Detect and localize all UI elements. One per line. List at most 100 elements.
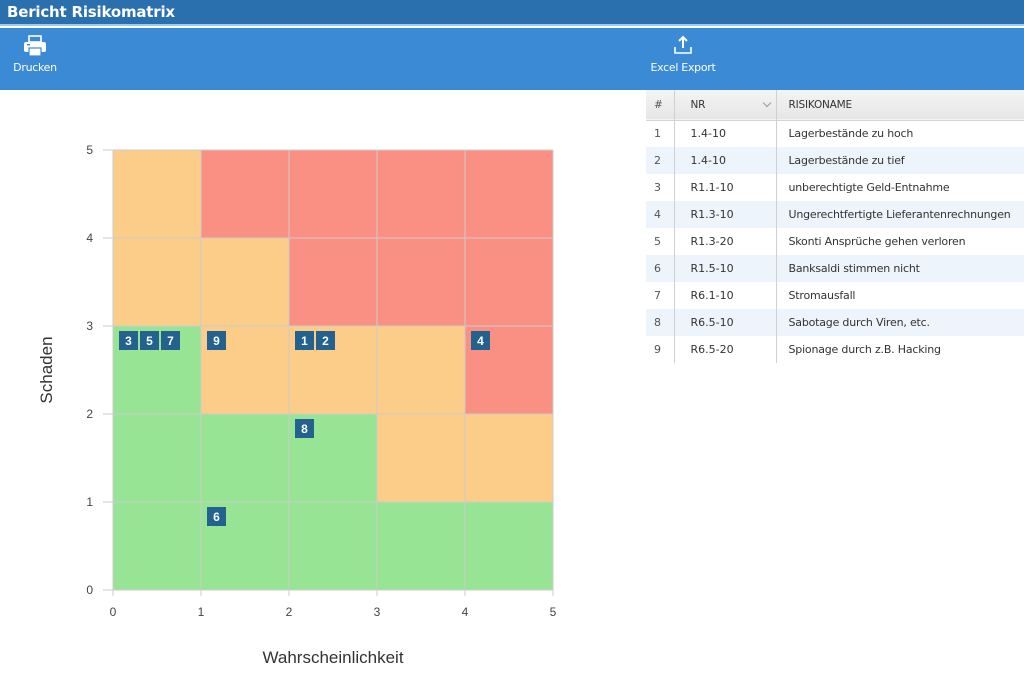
row-nr: R6.5-20 [673, 336, 776, 363]
risk-marker[interactable]: 3 [119, 331, 138, 350]
y-tick-label: 0 [86, 583, 93, 597]
risk-marker-label: 1 [301, 334, 308, 348]
matrix-cell-high [201, 150, 289, 238]
table-row[interactable]: 5 R1.3-20 Skonti Ansprüche gehen verloren [646, 228, 1024, 255]
risk-marker[interactable]: 6 [207, 507, 226, 526]
risk-marker-box[interactable] [316, 331, 335, 350]
row-index: 1 [654, 127, 661, 141]
table-row[interactable]: 1 1.4-10 Lagerbestände zu hoch [646, 120, 1024, 147]
risk-marker-box[interactable] [140, 331, 159, 350]
excel-export-button[interactable]: Excel Export [645, 28, 721, 90]
row-risikoname: Lagerbestände zu hoch [775, 120, 1024, 147]
row-index: 4 [654, 208, 661, 221]
x-tick-label: 2 [286, 605, 293, 619]
risk-marker[interactable]: 8 [295, 419, 314, 438]
table-row[interactable]: 9 R6.5-20 Spionage durch z.B. Hacking [646, 336, 1024, 363]
x-tick-label: 1 [198, 605, 205, 619]
table-row[interactable]: 8 R6.5-10 Sabotage durch Viren, etc. [646, 309, 1024, 336]
risk-marker-box[interactable] [119, 331, 138, 350]
x-tick-label: 3 [374, 605, 381, 619]
matrix-cell-high [377, 150, 465, 238]
matrix-cell-medium [113, 238, 201, 326]
upload-icon [674, 35, 692, 54]
row-risikoname: Spionage durch z.B. Hacking [775, 336, 1024, 363]
risk-marker[interactable]: 5 [140, 331, 159, 350]
matrix-cell-high [289, 238, 377, 326]
row-index: 7 [654, 289, 661, 302]
risk-marker[interactable]: 9 [207, 331, 226, 350]
matrix-cell-high [289, 150, 377, 238]
risk-marker[interactable]: 1 [295, 331, 314, 350]
matrix-cell-medium [201, 238, 289, 326]
column-header-risikoname[interactable]: RISIKONAME [775, 90, 1024, 120]
matrix-cell-medium [377, 414, 465, 502]
print-button[interactable]: Drucken [12, 28, 58, 90]
row-index: 2 [654, 154, 661, 167]
excel-export-label: Excel Export [650, 61, 716, 74]
risk-marker-box[interactable] [161, 331, 180, 350]
x-tick-label: 4 [462, 605, 469, 619]
risk-marker-label: 7 [167, 334, 174, 348]
window-title: Bericht Risikomatrix [7, 3, 175, 21]
risk-marker-box[interactable] [295, 419, 314, 438]
y-tick-label: 1 [86, 495, 93, 509]
risk-marker-label: 6 [213, 510, 220, 524]
risk-marker-box[interactable] [471, 331, 490, 350]
row-risikoname: Banksaldi stimmen nicht [775, 255, 1024, 282]
table-header-row: # NR RISIKONAME [646, 90, 1024, 120]
risk-marker-label: 9 [213, 334, 220, 348]
risk-marker-label: 8 [301, 422, 308, 436]
column-header-nr[interactable]: NR [673, 90, 776, 120]
table-row[interactable]: 2 1.4-10 Lagerbestände zu tief [646, 147, 1024, 174]
chevron-down-icon[interactable] [762, 98, 771, 108]
risk-marker-box[interactable] [207, 507, 226, 526]
row-index: 6 [654, 262, 661, 275]
column-header-nr-label: NR [690, 98, 706, 111]
matrix-cell-medium [113, 150, 201, 238]
row-index: 3 [654, 181, 661, 194]
risk-marker[interactable]: 7 [161, 331, 180, 350]
row-risikoname: Stromausfall [775, 282, 1024, 309]
risk-marker-label: 3 [125, 334, 132, 348]
table-row[interactable]: 4 R1.3-10 Ungerechtfertigte Lieferantenrec… [646, 201, 1024, 228]
risk-marker-label: 4 [477, 334, 484, 348]
row-risikoname: unberechtigte Geld-Entnahme [775, 174, 1024, 201]
risk-marker-box[interactable] [295, 331, 314, 350]
y-axis-title: Schaden [37, 336, 56, 403]
matrix-cell-low [113, 502, 201, 590]
printer-icon [24, 35, 46, 57]
table-row[interactable]: 6 R1.5-10 Banksaldi stimmen nicht [646, 255, 1024, 282]
matrix-cell-medium [377, 326, 465, 414]
table-row[interactable]: 3 R1.1-10 unberechtigte Geld-Entnahme [646, 174, 1024, 201]
row-risikoname: Lagerbestände zu tief [775, 147, 1024, 174]
matrix-cell-medium [465, 414, 553, 502]
row-nr: R6.5-10 [673, 309, 776, 336]
risk-marker-box[interactable] [207, 331, 226, 350]
matrix-cell-low [289, 502, 377, 590]
column-header-index[interactable]: # [654, 98, 663, 111]
risk-table: # NR RISIKONAME 1 1.4-10 Lagerbestände zu … [646, 90, 1024, 363]
risk-marker[interactable]: 2 [316, 331, 335, 350]
markers-layer: 3 5 7 9 1 2 4 8 6 [119, 331, 490, 526]
row-nr: R6.1-10 [673, 282, 776, 309]
table-row[interactable]: 7 R6.1-10 Stromausfall [646, 282, 1024, 309]
row-index: 9 [654, 343, 661, 356]
risk-marker[interactable]: 4 [471, 331, 490, 350]
matrix-cell-low [465, 502, 553, 590]
risk-marker-label: 5 [146, 334, 153, 348]
row-nr: R1.3-20 [673, 228, 776, 255]
grid-layer [103, 149, 554, 596]
row-index: 8 [654, 316, 661, 329]
y-tick-label: 5 [86, 143, 93, 157]
matrix-cell-low [377, 502, 465, 590]
row-nr: R1.3-10 [673, 201, 776, 228]
x-tick-label: 0 [110, 605, 117, 619]
title-bar: Bericht Risikomatrix [0, 0, 1024, 26]
cells-layer [113, 150, 553, 590]
y-tick-label: 2 [86, 407, 93, 421]
x-tick-label: 5 [550, 605, 557, 619]
row-index: 5 [654, 235, 661, 248]
